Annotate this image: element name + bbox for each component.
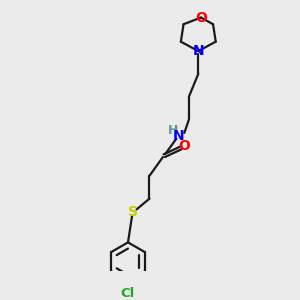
Text: Cl: Cl [121,287,135,300]
Text: N: N [193,44,204,58]
Text: N: N [173,129,185,142]
Text: O: O [195,11,207,25]
Text: S: S [128,205,138,219]
Text: H: H [168,124,178,137]
Text: O: O [178,139,190,153]
